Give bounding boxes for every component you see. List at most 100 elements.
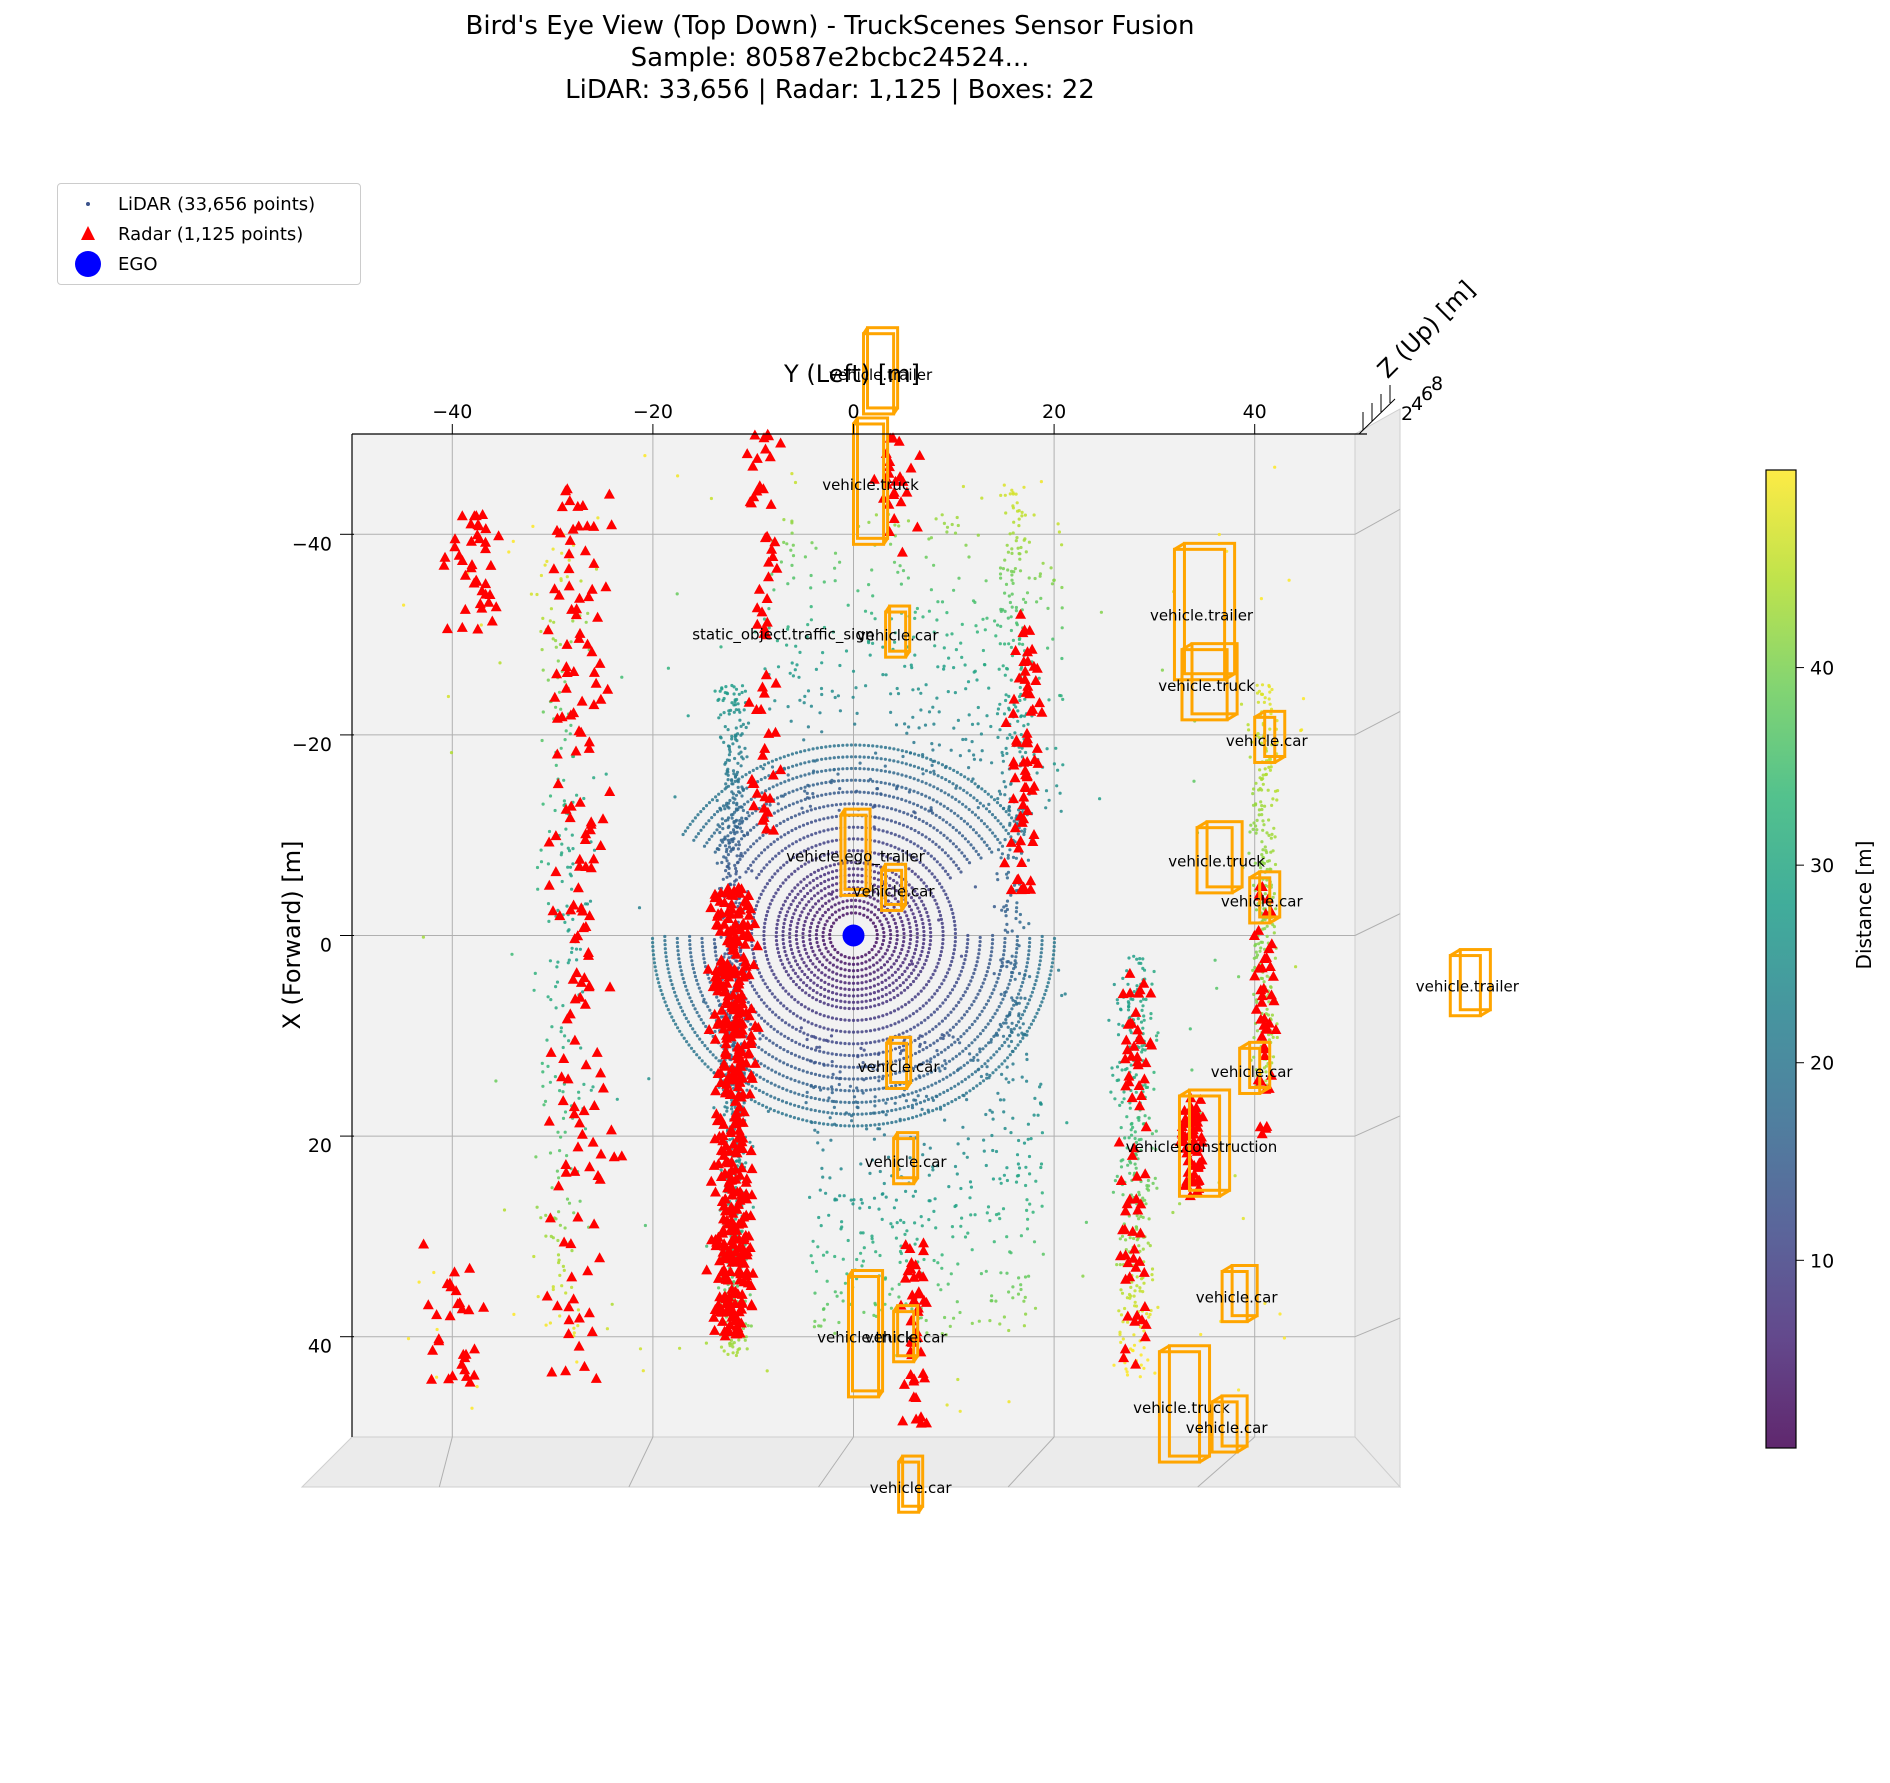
lidar-point (1132, 1343, 1137, 1347)
lidar-point (1046, 646, 1050, 650)
lidar-point (1149, 1016, 1153, 1020)
lidar-point (1150, 1146, 1154, 1150)
lidar-point (545, 1038, 549, 1042)
lidar-point (577, 1096, 581, 1100)
lidar-point (972, 971, 976, 976)
lidar-point (1253, 861, 1257, 865)
lidar-point (954, 845, 958, 849)
lidar-point (892, 795, 896, 799)
lidar-point (931, 811, 935, 815)
lidar-point (761, 1103, 765, 1107)
lidar-point (816, 1245, 820, 1249)
lidar-point (970, 779, 974, 784)
lidar-point (749, 797, 753, 802)
lidar-point (980, 1009, 984, 1013)
lidar-point (879, 745, 883, 749)
lidar-point (744, 870, 748, 874)
lidar-point (965, 857, 969, 862)
lidar-point (892, 878, 896, 883)
lidar-point (1006, 1025, 1010, 1029)
lidar-point (544, 1234, 548, 1238)
lidar-point (856, 879, 860, 884)
lidar-point (1121, 1158, 1125, 1162)
lidar-point (822, 942, 827, 947)
lidar-point (898, 1095, 902, 1099)
lidar-point (736, 785, 740, 790)
lidar-point (988, 1219, 992, 1223)
lidar-point (1255, 818, 1259, 823)
lidar-point (838, 560, 842, 564)
lidar-point (895, 929, 899, 934)
lidar-point (916, 1094, 920, 1098)
lidar-point (912, 968, 916, 972)
lidar-point (1269, 850, 1273, 854)
lidar-point (832, 1099, 836, 1104)
lidar-point (816, 891, 820, 895)
lidar-point (894, 959, 899, 963)
lidar-point (847, 1124, 851, 1128)
lidar-point (938, 882, 942, 886)
lidar-point (822, 841, 826, 845)
lidar-point (862, 1048, 866, 1052)
lidar-point (939, 1050, 944, 1054)
lidar-point (1039, 1082, 1043, 1086)
lidar-point (733, 863, 737, 868)
lidar-point (1265, 934, 1269, 939)
lidar-point (874, 940, 878, 945)
lidar-point (1259, 976, 1263, 980)
lidar-point (782, 540, 786, 545)
lidar-point (881, 645, 885, 649)
lidar-point (693, 974, 698, 979)
lidar-point (1024, 600, 1028, 605)
lidar-point (818, 1037, 822, 1041)
lidar-point (839, 980, 843, 984)
lidar-point (674, 994, 678, 998)
lidar-point (663, 934, 667, 939)
lidar-point (1010, 970, 1014, 975)
lidar-point (1011, 1062, 1015, 1066)
lidar-point (934, 517, 938, 521)
lidar-point (732, 692, 736, 696)
lidar-point (734, 708, 738, 712)
lidar-point (885, 960, 890, 964)
lidar-point (748, 1293, 752, 1297)
lidar-point (971, 777, 975, 781)
lidar-point (711, 1053, 715, 1057)
lidar-point (804, 903, 808, 907)
lidar-point (912, 1025, 916, 1029)
lidar-point (832, 1105, 837, 1109)
lidar-point (989, 1040, 993, 1044)
lidar-point (733, 832, 737, 836)
lidar-point (826, 816, 830, 820)
lidar-point (831, 977, 835, 981)
lidar-point (1012, 1027, 1016, 1031)
lidar-point (845, 767, 849, 771)
lidar-point (1254, 824, 1258, 828)
lidar-point (746, 1000, 750, 1005)
lidar-point (777, 1085, 781, 1089)
lidar-point (740, 690, 744, 695)
lidar-point (962, 1094, 966, 1098)
lidar-point (781, 794, 785, 798)
lidar-point (968, 825, 973, 829)
lidar-point (679, 969, 683, 973)
lidar-point (833, 948, 837, 952)
lidar-point (543, 563, 547, 567)
lidar-point (893, 1101, 897, 1105)
lidar-point (883, 764, 887, 768)
lidar-point (562, 1268, 566, 1272)
lidar-point (762, 929, 766, 934)
lidar-point (845, 790, 849, 794)
lidar-point (841, 906, 845, 911)
lidar-point (881, 1077, 885, 1081)
lidar-point (1119, 1165, 1124, 1169)
lidar-point (764, 917, 768, 922)
lidar-point (815, 957, 819, 961)
lidar-point (1120, 1234, 1125, 1238)
title-line-3: LiDAR: 33,656 | Radar: 1,125 | Boxes: 22 (565, 75, 1095, 105)
lidar-point (764, 1105, 769, 1109)
lidar-point (745, 755, 749, 759)
lidar-point (564, 1291, 568, 1295)
lidar-point (1037, 967, 1041, 971)
lidar-point (1014, 1180, 1019, 1184)
